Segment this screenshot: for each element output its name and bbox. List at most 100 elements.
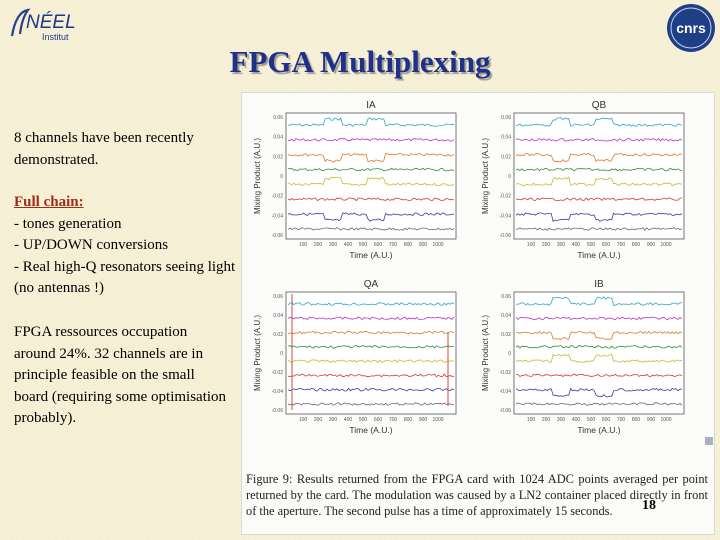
x-tick-label: 500 [359,242,368,248]
y-tick-label: 0.04 [501,313,511,319]
trace-line [287,227,455,231]
panel-title: IB [594,279,604,290]
trace-line [287,345,454,349]
x-tick-label: 300 [329,242,338,248]
trace-line [515,296,683,306]
y-tick-label: 0.04 [273,135,283,141]
trace-line [515,176,683,187]
cnrs-logo-text: cnrs [676,20,706,36]
plot-frame [285,291,457,415]
full-chain-item: - Real high-Q resonators seeing light (n… [14,258,236,297]
trace-line [515,316,683,320]
x-tick-label: 100 [527,417,536,423]
trace-line [287,167,455,172]
trace-line [516,373,683,378]
trace-line [287,176,455,187]
x-tick-label: 900 [419,417,428,423]
y-axis-label: Mixing Product (A.U.) [481,315,490,391]
y-axis-label: Mixing Product (A.U.) [253,315,262,391]
y-tick-label: -0.06 [500,233,512,239]
y-tick-label: 0.06 [273,294,283,300]
x-tick-label: 800 [404,242,413,248]
x-tick-label: 200 [542,242,551,248]
full-chain-item: - UP/DOWN conversions [14,237,169,253]
y-tick-label: 0 [280,174,283,180]
panel-title: QA [364,279,379,290]
x-axis-label: Time (A.U.) [349,250,392,260]
trace-line [287,387,455,392]
y-tick-label: -0.02 [272,194,284,200]
trace-line [287,402,455,406]
x-tick-label: 700 [389,242,398,248]
y-tick-label: -0.02 [272,370,284,376]
x-tick-label: 300 [557,417,566,423]
x-axis-label: Time (A.U.) [349,425,392,435]
y-tick-label: 0.06 [501,294,511,300]
trace-line [287,197,455,202]
y-tick-label: -0.04 [272,213,284,219]
y-tick-label: 0.02 [501,332,511,338]
x-tick-label: 400 [572,242,581,248]
y-tick-label: -0.06 [272,233,284,239]
results-figure: IA Time (A.U.) Mixing Product (A.U.) 0.06 0.… [241,92,715,535]
x-axis-label: Time (A.U.) [577,250,620,260]
trace-line [287,330,455,335]
x-tick-label: 100 [527,242,536,248]
full-chain-item: - tones generation [14,215,122,232]
trace-line [287,316,455,321]
x-tick-label: 900 [419,242,428,248]
x-tick-label: 1000 [660,242,671,248]
x-tick-label: 900 [647,242,656,248]
x-tick-label: 300 [329,417,338,423]
trace-line [287,359,455,364]
trace-line [515,138,683,142]
neel-logo-text: NÉEL [26,12,76,33]
page-number: 18 [642,498,656,513]
fpga-resources-text: FPGA ressources occupation around 24%. 3… [14,324,227,426]
y-tick-label: 0 [508,351,511,357]
trace-line [515,353,683,363]
neel-institut-logo: NÉEL Institut [6,4,86,44]
y-axis-label: Mixing Product (A.U.) [481,138,490,214]
y-tick-label: -0.02 [500,194,512,200]
neel-logo-subtext: Institut [42,32,69,42]
x-tick-label: 800 [632,417,641,423]
y-tick-label: 0 [508,174,511,180]
slide-title: FPGA Multiplexing [229,44,491,79]
x-tick-label: 500 [359,417,368,423]
x-tick-label: 1000 [432,242,443,248]
panel-title: IA [366,100,376,111]
x-tick-label: 800 [404,417,413,423]
trace-line [515,212,683,222]
trace-line [515,197,683,202]
trace-line [287,302,455,306]
trace-line [287,138,455,142]
x-tick-label: 600 [602,417,611,423]
intro-text: 8 channels have been recently demonstrat… [14,130,194,168]
x-tick-label: 200 [542,417,551,423]
y-tick-label: 0.02 [273,154,283,160]
plot-frame [285,112,457,240]
figure-corner-marker [705,437,713,445]
x-tick-label: 600 [374,417,383,423]
y-tick-label: -0.06 [272,408,284,414]
trace-line [515,167,683,172]
trace-line [287,152,455,163]
panel-title: QB [592,100,607,111]
trace-line [287,117,455,127]
x-tick-label: 1000 [660,417,671,423]
y-tick-label: 0.04 [273,313,283,319]
x-tick-label: 600 [602,242,611,248]
x-tick-label: 500 [587,242,596,248]
trace-line [515,345,683,349]
trace-line [515,117,683,127]
x-tick-label: 100 [299,242,308,248]
x-tick-label: 400 [344,242,353,248]
y-tick-label: -0.04 [272,389,284,395]
y-tick-label: -0.04 [500,389,512,395]
trace-line [287,373,454,378]
y-axis-label: Mixing Product (A.U.) [253,138,262,214]
figure-caption: Figure 9: Results returned from the FPGA… [246,472,708,518]
trace-line [515,152,683,163]
y-tick-label: 0.02 [501,154,511,160]
